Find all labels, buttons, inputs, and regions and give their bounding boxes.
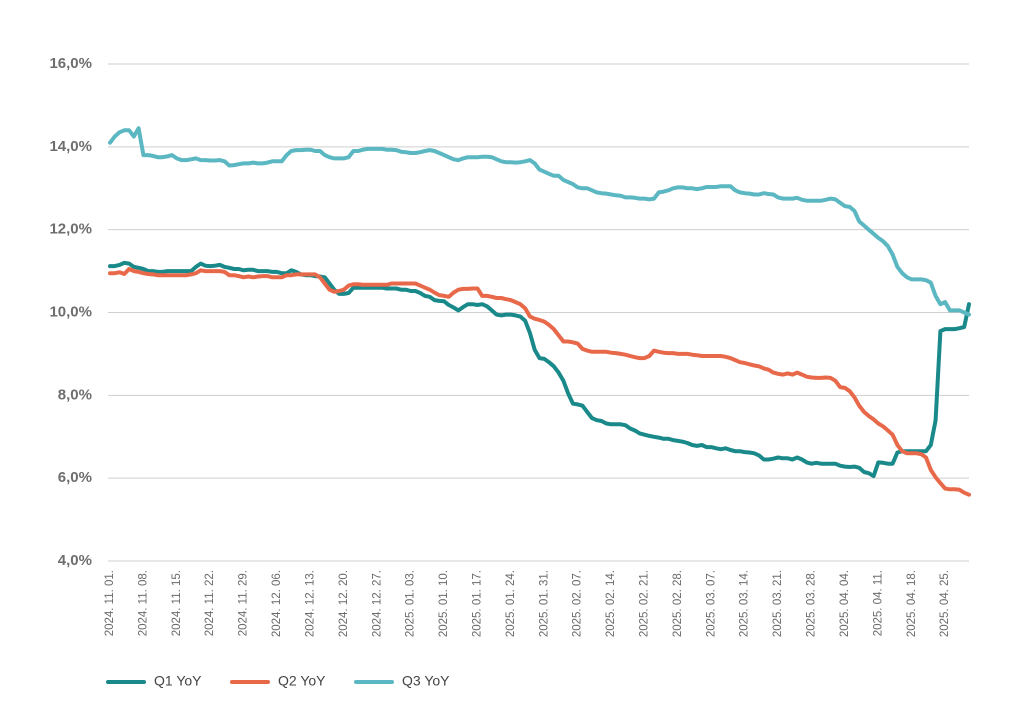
x-tick-label: 2025. 02. 07. [572, 570, 584, 637]
x-tick-label: 2025. 03. 28. [806, 570, 818, 637]
x-tick-label: 2024. 11. 29. [238, 570, 250, 636]
x-tick-label: 2025. 01. 31. [538, 570, 550, 637]
series-line [108, 260, 971, 479]
x-tick-label: 2025. 01. 24. [505, 570, 517, 637]
x-tick-label: 2025. 03. 21. [772, 570, 784, 637]
x-tick-label: 2025. 01. 17. [471, 570, 483, 637]
x-tick-label: 2025. 04. 18. [906, 570, 918, 637]
x-tick-label: 2024. 11. 15. [171, 570, 183, 636]
x-tick-label: 2025. 03. 14. [739, 570, 751, 637]
x-tick-label: 2024. 11. 22. [204, 570, 216, 636]
x-tick-label: 2024. 12. 06. [271, 570, 283, 637]
x-tick-label: 2025. 04. 25. [939, 570, 951, 637]
x-tick-label: 2024. 12. 13. [304, 570, 316, 637]
series-line [108, 126, 971, 317]
x-tick-label: 2025. 02. 28. [672, 570, 684, 637]
y-tick-label: 4,0% [58, 552, 92, 569]
legend-label: Q3 YoY [402, 673, 450, 689]
x-tick-label: 2024. 11. 01. [104, 570, 116, 636]
y-tick-label: 16,0% [49, 55, 92, 72]
legend-label: Q2 YoY [278, 673, 326, 689]
x-tick-label: 2024. 12. 20. [338, 570, 350, 637]
x-tick-label: 2025. 04. 04. [839, 570, 851, 637]
legend-label: Q1 YoY [154, 673, 202, 689]
y-tick-label: 12,0% [49, 221, 92, 238]
x-tick-label: 2024. 12. 27. [371, 570, 383, 637]
x-tick-label: 2025. 01. 03. [405, 570, 417, 637]
x-tick-label: 2025. 02. 14. [605, 570, 617, 637]
y-tick-label: 10,0% [49, 303, 92, 320]
y-tick-label: 8,0% [58, 386, 92, 403]
x-tick-label: 2025. 01. 10. [438, 570, 450, 637]
series-line [108, 267, 971, 497]
y-tick-label: 14,0% [49, 138, 92, 155]
y-tick-label: 6,0% [58, 469, 92, 486]
x-tick-label: 2025. 02. 21. [639, 570, 651, 637]
x-tick-label: 2025. 04. 11. [872, 570, 884, 636]
x-tick-label: 2024. 11. 08. [137, 570, 149, 636]
x-tick-label: 2025. 03. 07. [705, 570, 717, 637]
